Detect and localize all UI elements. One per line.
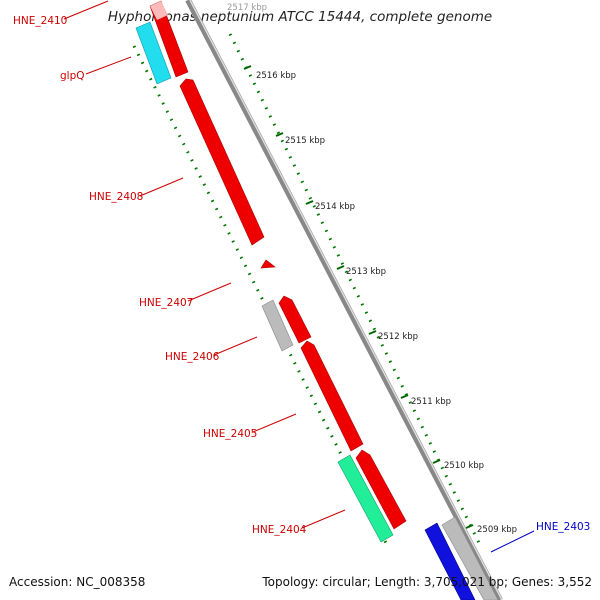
leader-hne-2405 — [252, 413, 297, 433]
tick-label-2512: 2512 kbp — [378, 332, 418, 342]
gene-hne-2407-feature[interactable] — [278, 295, 312, 344]
leader-glpq — [85, 56, 132, 75]
tick-mark-2510 — [432, 459, 441, 464]
tick-mark-2512 — [368, 330, 377, 335]
gene-label-hne-2407[interactable]: HNE_2407 — [139, 297, 193, 309]
tick-label-2515: 2515 kbp — [285, 136, 325, 146]
gene-hne-2410-faded — [150, 1, 168, 20]
accession-text: Accession: NC_008358 — [9, 575, 146, 589]
tick-mark-2513 — [336, 265, 345, 270]
tick-label-2516: 2516 kbp — [256, 71, 296, 81]
gene-label-hne-2410[interactable]: HNE_2410 — [13, 15, 67, 27]
tick-labels: 2517 kbp 2516 kbp 2515 kbp 2514 kbp 2513… — [227, 3, 517, 535]
tick-mark-2514 — [305, 200, 314, 205]
gene-glpq-feature[interactable] — [135, 21, 172, 85]
tick-label-2511: 2511 kbp — [411, 397, 451, 407]
label-leader-lines — [63, 0, 535, 553]
gene-small-feature[interactable] — [260, 259, 276, 269]
gene-pseudo-feature[interactable] — [441, 516, 499, 600]
gene-hne-2410-feature[interactable] — [149, 0, 189, 78]
leader-hne-2410 — [63, 0, 109, 20]
gene-hne-2403-feature[interactable] — [424, 522, 476, 600]
topology-text: Topology: circular; Length: 3,705,021 bp… — [262, 575, 592, 589]
gene-label-hne-2408[interactable]: HNE_2408 — [89, 191, 143, 203]
leader-hne-2406 — [213, 336, 258, 356]
gene-label-hne-2403[interactable]: HNE_2403 — [536, 521, 590, 533]
map-title: Hyphomonas neptunium ATCC 15444, complet… — [107, 9, 493, 25]
gene-hne-2404-feature[interactable] — [355, 449, 407, 530]
genome-backbone-highlight — [189, 0, 503, 600]
leader-hne-2403 — [490, 530, 535, 553]
gene-label-hne-2404[interactable]: HNE_2404 — [252, 524, 307, 536]
tick-label-2517: 2517 kbp — [227, 3, 267, 13]
tick-label-2514: 2514 kbp — [315, 202, 355, 212]
tick-label-2509: 2509 kbp — [477, 525, 517, 535]
tick-mark-2509 — [465, 524, 474, 529]
tick-mark-2516 — [243, 65, 252, 70]
leader-hne-2408 — [139, 177, 184, 197]
gene-label-glpq[interactable]: glpQ — [60, 70, 85, 82]
gene-label-hne-2405[interactable]: HNE_2405 — [203, 428, 257, 440]
tick-mark-2511 — [400, 394, 409, 399]
tick-label-2513: 2513 kbp — [346, 267, 386, 277]
tick-mark-2515 — [275, 132, 284, 137]
leader-hne-2404 — [301, 509, 346, 529]
gene-labels: HNE_2410 glpQ HNE_2408 HNE_2407 HNE_2406… — [13, 15, 590, 536]
gene-hne-2404-rna-feature[interactable] — [337, 454, 394, 543]
tick-marks — [243, 65, 474, 529]
gene-label-hne-2406[interactable]: HNE_2406 — [165, 351, 220, 363]
gene-hne-2408-feature[interactable] — [179, 78, 265, 246]
gene-hne-2405-feature[interactable] — [300, 340, 364, 452]
genome-backbone — [185, 0, 503, 600]
gene-hne-2406-feature[interactable] — [261, 299, 294, 352]
tick-label-2510: 2510 kbp — [444, 461, 484, 471]
leader-hne-2407 — [187, 282, 232, 302]
